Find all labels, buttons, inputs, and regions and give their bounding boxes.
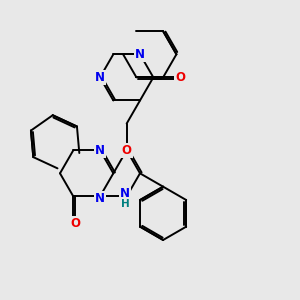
Text: N: N	[135, 48, 145, 61]
Text: O: O	[70, 217, 80, 230]
Text: N: N	[120, 187, 130, 200]
Text: O: O	[122, 144, 132, 157]
Text: H: H	[121, 199, 129, 209]
Text: N: N	[95, 144, 105, 157]
Text: O: O	[175, 71, 185, 84]
Text: S: S	[122, 144, 131, 157]
Text: N: N	[95, 192, 105, 205]
Text: N: N	[95, 71, 105, 84]
